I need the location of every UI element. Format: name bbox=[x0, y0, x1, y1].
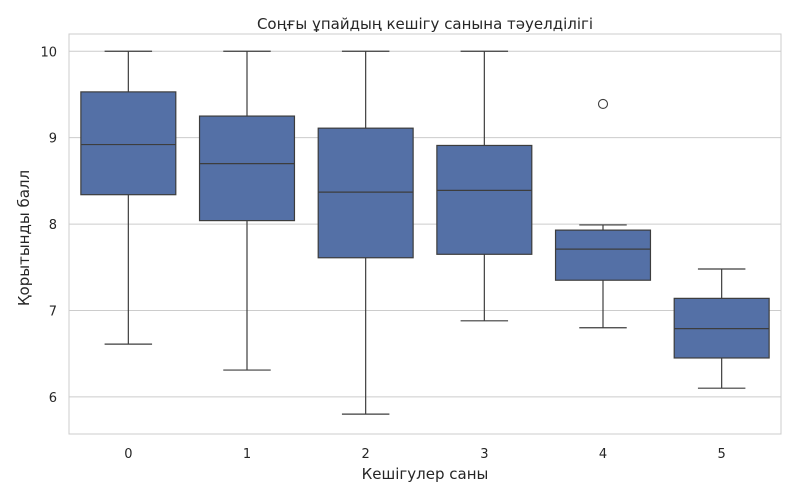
box-group bbox=[198, 50, 296, 371]
x-tick-label: 3 bbox=[480, 447, 488, 462]
iqr-box bbox=[436, 144, 533, 255]
y-axis-label: Қорытынды балл bbox=[15, 170, 33, 306]
chart-title: Соңғы ұпайдың кешігу санына тәуелділігі bbox=[257, 15, 593, 33]
x-axis-label: Кешігулер саны bbox=[362, 465, 489, 483]
box-group bbox=[80, 50, 177, 345]
box-group bbox=[317, 50, 414, 415]
plot-frame bbox=[68, 33, 782, 435]
iqr-box bbox=[554, 229, 652, 281]
box-group bbox=[436, 50, 533, 322]
x-tick-label: 1 bbox=[243, 447, 251, 462]
boxes-layer bbox=[80, 50, 770, 415]
iqr-box bbox=[198, 115, 296, 222]
outlier-point bbox=[597, 98, 609, 110]
y-tick-label: 10 bbox=[40, 45, 57, 60]
y-tick-label: 8 bbox=[49, 218, 57, 233]
tick-labels-layer: 6 7 8 9 10 0 1 2 3 4 5 bbox=[40, 45, 725, 462]
box-group bbox=[673, 268, 770, 389]
y-tick-label: 9 bbox=[49, 132, 57, 147]
iqr-box bbox=[317, 127, 414, 259]
iqr-box bbox=[80, 91, 177, 196]
x-tick-label: 4 bbox=[599, 447, 607, 462]
x-tick-label: 0 bbox=[124, 447, 132, 462]
x-tick-label: 2 bbox=[362, 447, 370, 462]
y-tick-label: 7 bbox=[49, 304, 57, 319]
grid-lines bbox=[69, 50, 781, 398]
box-group bbox=[554, 98, 652, 329]
y-tick-label: 6 bbox=[49, 391, 57, 406]
x-tick-label: 5 bbox=[718, 447, 726, 462]
